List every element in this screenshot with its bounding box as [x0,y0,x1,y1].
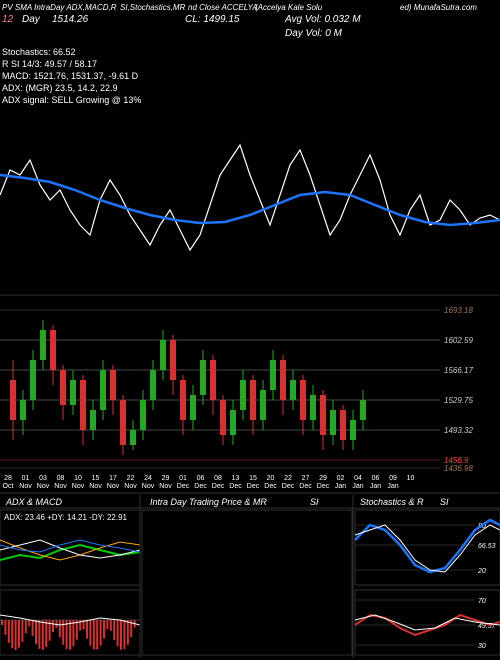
svg-text:29: 29 [162,475,170,482]
svg-text:ADX:: ADX: (MGR) 23.5, 14.2, 22.9 [2,83,118,93]
svg-text:10: 10 [74,475,82,482]
svg-text:Day Vol: 0 M: Day Vol: 0 M [285,28,343,39]
svg-text:Nov: Nov [37,483,50,490]
svg-text:Nov: Nov [142,483,155,490]
svg-text:12: 12 [2,14,14,25]
svg-text:29: 29 [319,475,327,482]
svg-text:Nov: Nov [72,483,85,490]
svg-text:Jan: Jan [352,483,363,490]
svg-text:01: 01 [22,475,30,482]
svg-text:06: 06 [197,475,205,482]
chart-canvas: PV SMA IntraDay ADX,MACD,RSI,Stochastics… [0,0,500,660]
svg-text:nd Close ACCELYA: nd Close ACCELYA [188,3,258,12]
svg-text:03: 03 [39,475,47,482]
svg-text:Avg Vol: 0.032 M: Avg Vol: 0.032 M [284,14,361,25]
svg-text:Oct: Oct [3,483,14,490]
svg-text:Jan: Jan [370,483,381,490]
svg-text:09: 09 [389,475,397,482]
svg-text:ADX signal: SELL Growing @ 13: ADX signal: SELL Growing @ 13% [2,95,141,105]
svg-text:PV SMA IntraDay ADX,MACD,R: PV SMA IntraDay ADX,MACD,R [2,3,117,12]
svg-text:Nov: Nov [89,483,102,490]
svg-text:27: 27 [302,475,310,482]
svg-text:SI: SI [440,497,449,507]
svg-text:1693.18: 1693.18 [444,306,473,315]
svg-text:02: 02 [337,475,345,482]
svg-text:20: 20 [477,568,486,575]
svg-text:CL: 1499.15: CL: 1499.15 [185,14,240,25]
svg-text:MACD: 1521.76, 1531.37, -9.6: MACD: 1521.76, 1531.37, -9.61 D [2,71,139,81]
svg-text:Dec: Dec [317,483,330,490]
svg-text:10: 10 [407,475,415,482]
svg-text:66.53: 66.53 [478,543,496,550]
svg-text:17: 17 [109,475,117,482]
svg-text:Dec: Dec [264,483,277,490]
svg-text:Day: Day [22,14,41,25]
svg-text:04: 04 [354,475,362,482]
svg-text:Jan: Jan [335,483,346,490]
svg-text:1493.32: 1493.32 [444,426,473,435]
svg-text:08: 08 [214,475,222,482]
svg-text:Dec: Dec [229,483,242,490]
svg-text:20: 20 [267,475,275,482]
svg-text:Dec: Dec [177,483,190,490]
svg-text:22: 22 [284,475,292,482]
svg-text:08: 08 [57,475,65,482]
svg-text:SI,Stochastics,MR: SI,Stochastics,MR [120,3,186,12]
svg-text:13: 13 [232,475,240,482]
svg-text:01: 01 [179,475,187,482]
svg-text:1529.75: 1529.75 [444,396,473,405]
svg-text:ADX & MACD: ADX & MACD [5,497,63,507]
svg-text:Nov: Nov [124,483,137,490]
svg-text:Nov: Nov [159,483,172,490]
svg-text:Dec: Dec [299,483,312,490]
svg-text:1566.17: 1566.17 [444,366,473,375]
svg-text:22: 22 [127,475,135,482]
svg-text:Dec: Dec [194,483,207,490]
svg-text:Dec: Dec [212,483,225,490]
svg-text:1514.26: 1514.26 [52,14,89,25]
svg-text:1436.98: 1436.98 [444,464,473,473]
svg-text:ADX: 23.46 +DY: 14.21 -DY: 2: ADX: 23.46 +DY: 14.21 -DY: 22.91 [4,513,128,522]
svg-text:30: 30 [478,643,486,650]
svg-text:SI: SI [310,497,319,507]
svg-text:24: 24 [144,475,152,482]
svg-text:15: 15 [92,475,100,482]
svg-text:ed) MunafaSutra.com: ed) MunafaSutra.com [400,3,477,12]
svg-text:Jan: Jan [387,483,398,490]
svg-text:Nov: Nov [54,483,67,490]
svg-text:Stochastics: 66.52: Stochastics: 66.52 [2,47,76,57]
svg-text:28: 28 [4,475,12,482]
svg-text:Stochastics & R: Stochastics & R [360,497,424,507]
svg-text:Nov: Nov [19,483,32,490]
svg-text:R SI 14/3: 49.57 / 58.17: R SI 14/3: 49.57 / 58.17 [2,59,97,69]
svg-text:Intra Day Trading Price &: Intra Day Trading Price & MR [150,497,267,507]
svg-text:Dec: Dec [282,483,295,490]
svg-text:1602.59: 1602.59 [444,336,473,345]
svg-text:06: 06 [372,475,380,482]
svg-text:15: 15 [249,475,257,482]
svg-text:Dec: Dec [247,483,260,490]
svg-text:Nov: Nov [107,483,120,490]
svg-text:70: 70 [478,598,486,605]
svg-text:(Accelya Kale Solu: (Accelya Kale Solu [255,3,323,12]
